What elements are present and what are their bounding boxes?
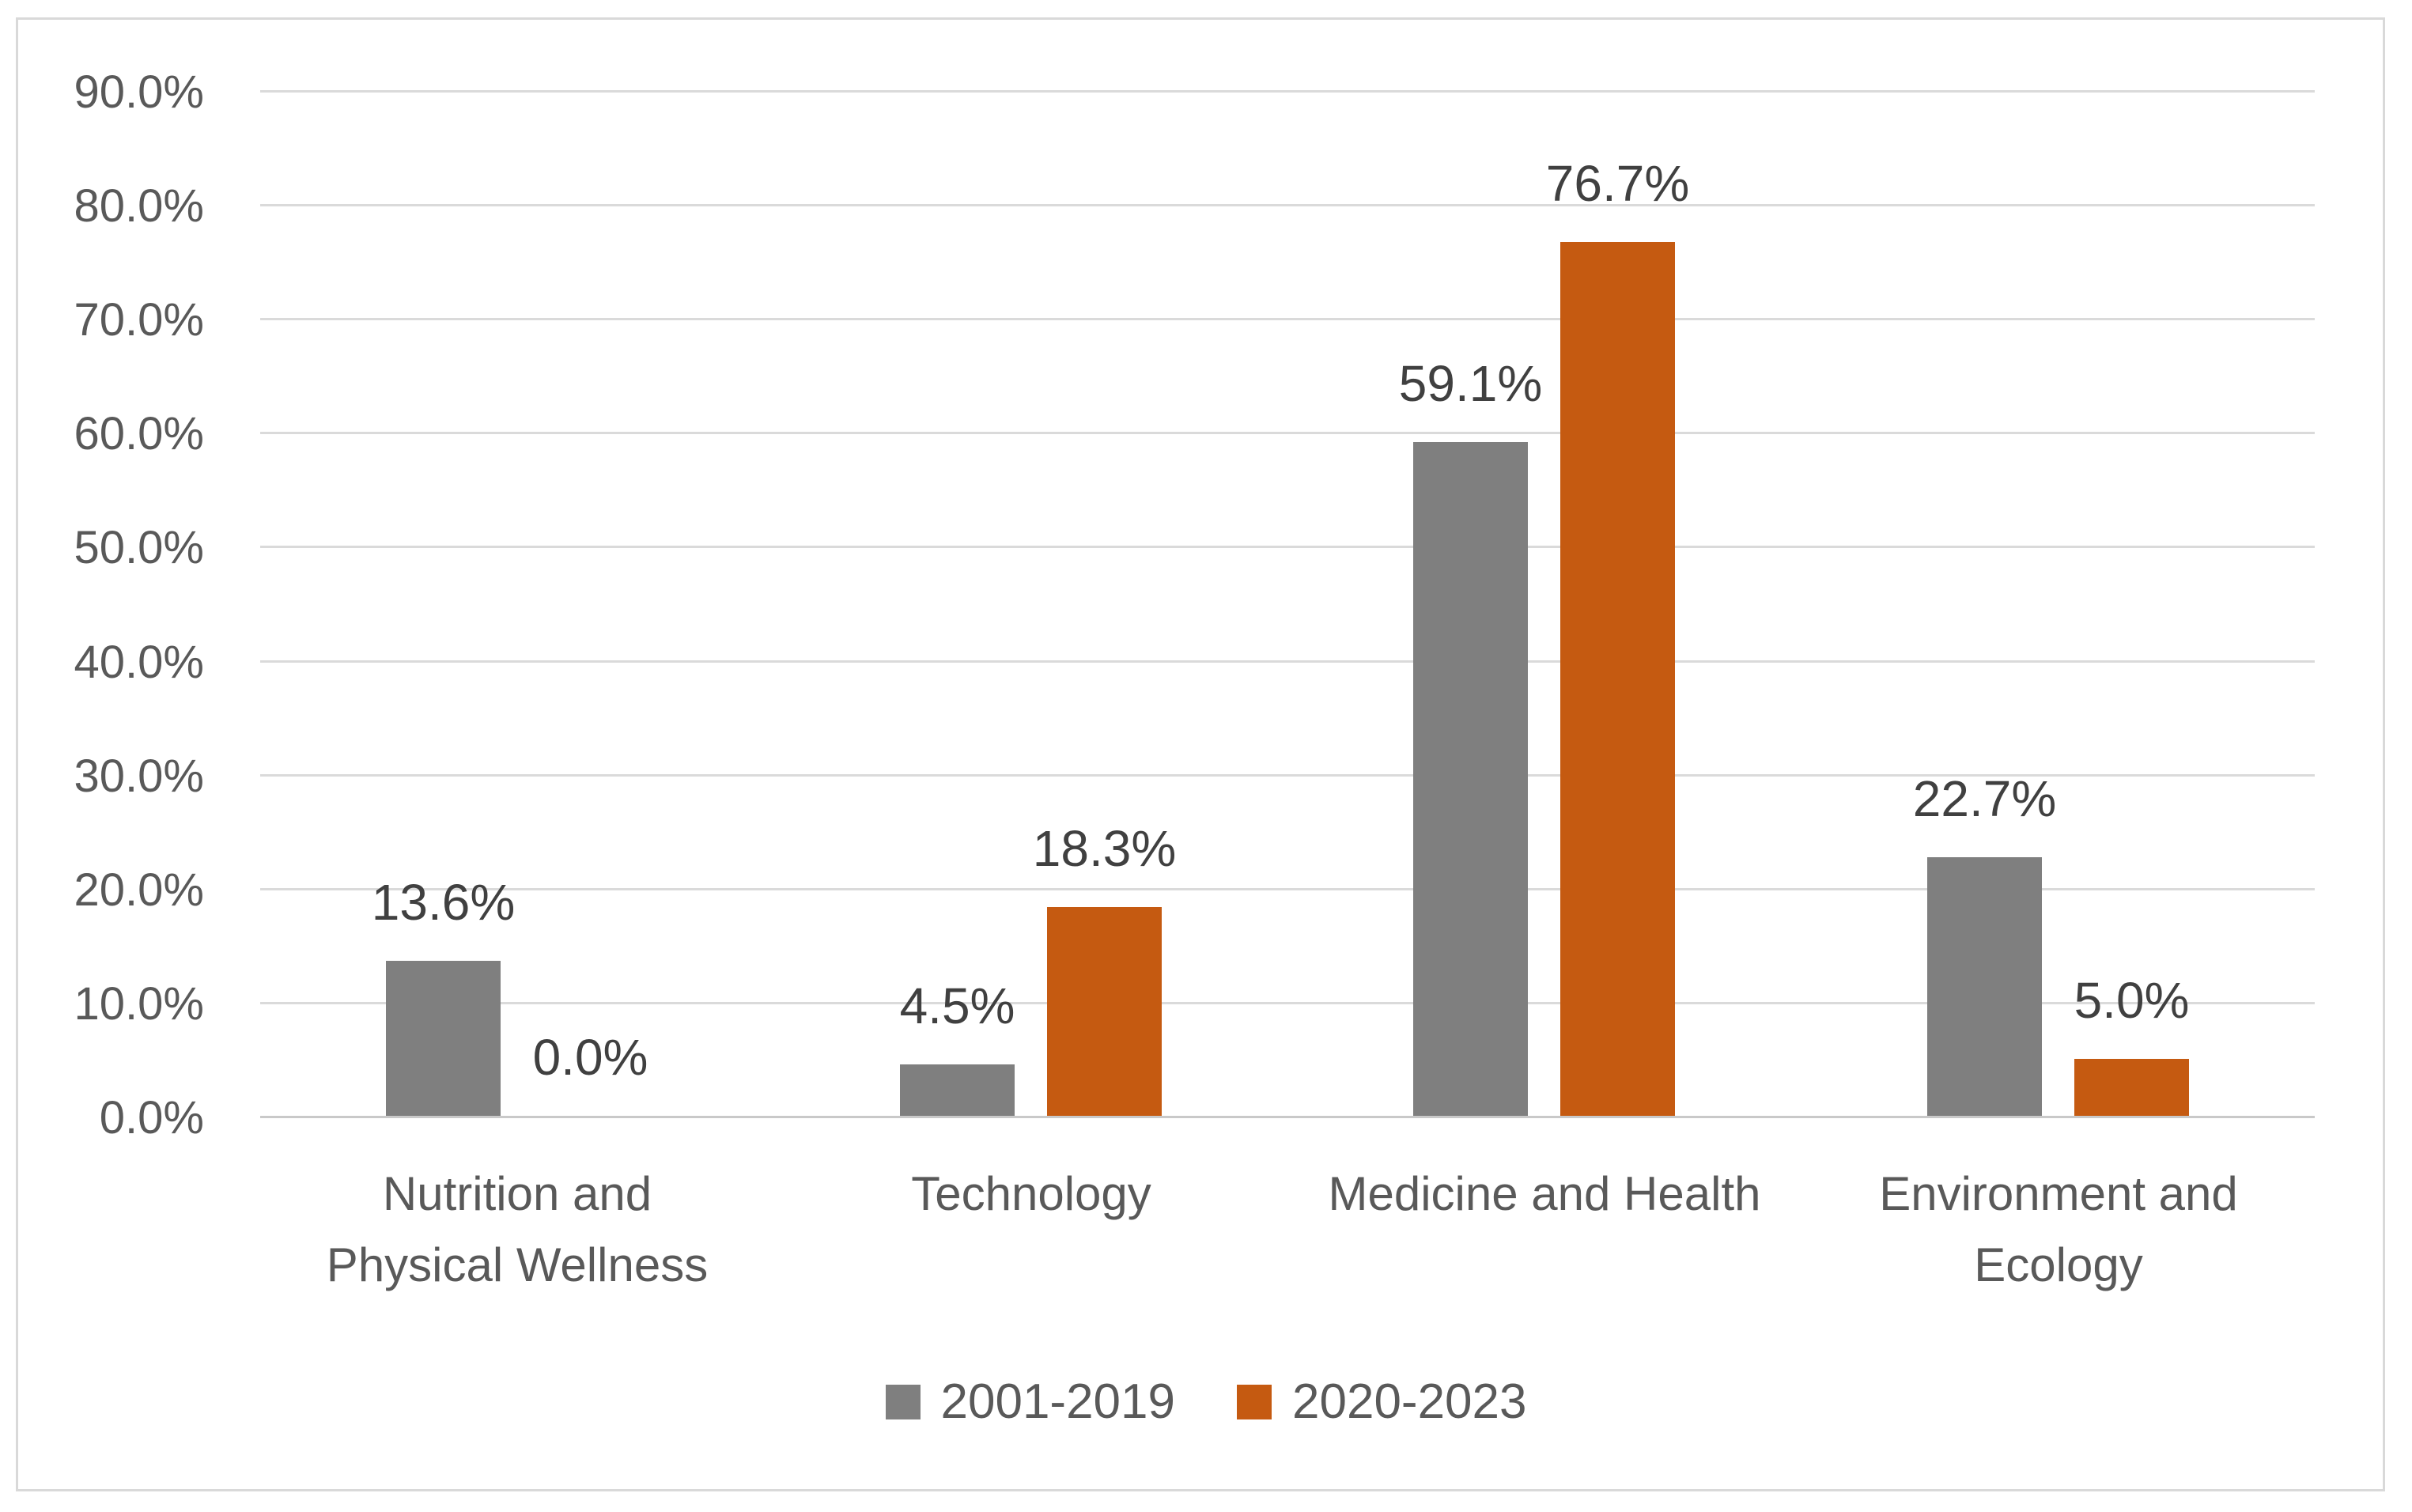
category-label: Environment and Ecology (1801, 1159, 2316, 1301)
y-axis-tick-label: 90.0% (74, 66, 204, 118)
data-label: 59.1% (1398, 355, 1543, 412)
data-label: 13.6% (371, 874, 516, 931)
y-axis-tick-label: 50.0% (74, 522, 204, 573)
gridline (260, 774, 2315, 777)
chart-frame (16, 17, 2385, 1491)
y-axis-tick-label: 70.0% (74, 294, 204, 346)
data-label: 18.3% (1032, 820, 1177, 877)
legend-item: 2020-2023 (1237, 1378, 1527, 1427)
bar-series0-cat0 (386, 961, 501, 1116)
data-label: 76.7% (1545, 155, 1690, 212)
x-axis-line (260, 1116, 2315, 1118)
data-label: 5.0% (2074, 972, 2190, 1029)
gridline (260, 318, 2315, 320)
y-axis-tick-label: 80.0% (74, 180, 204, 232)
gridline (260, 90, 2315, 93)
bar-series1-cat1 (1047, 907, 1162, 1116)
category-label-line: Environment and (1879, 1167, 2238, 1220)
gridline (260, 1002, 2315, 1004)
gridline (260, 888, 2315, 890)
bar-series1-cat3 (2074, 1059, 2189, 1116)
category-label: Technology (774, 1159, 1288, 1230)
y-axis-tick-label: 30.0% (74, 750, 204, 802)
bar-series1-cat2 (1560, 242, 1675, 1116)
y-axis-tick-label: 60.0% (74, 408, 204, 459)
data-label: 4.5% (899, 977, 1015, 1034)
legend-label: 2001-2019 (940, 1374, 1176, 1429)
y-axis-tick-label: 0.0% (99, 1092, 204, 1143)
category-label: Medicine and Health (1287, 1159, 1801, 1230)
data-label: 0.0% (532, 1029, 648, 1086)
legend-item: 2001-2019 (885, 1374, 1176, 1429)
category-label-line: Nutrition and (382, 1167, 652, 1220)
y-axis-tick-label: 40.0% (74, 637, 204, 688)
gridline (260, 546, 2315, 548)
category-label-line: Medicine and Health (1328, 1167, 1761, 1220)
category-label: Nutrition and Physical Wellness (260, 1159, 774, 1301)
category-label-line: Physical Wellness (326, 1238, 709, 1291)
y-axis-tick-label: 10.0% (74, 978, 204, 1030)
legend-swatch-2001-2019 (885, 1385, 921, 1419)
gridline (260, 660, 2315, 663)
bar-series0-cat3 (1927, 857, 2042, 1116)
data-label: 22.7% (1912, 770, 2057, 827)
y-axis-tick-label: 20.0% (74, 864, 204, 916)
legend-swatch-2020-2023 (1237, 1385, 1272, 1419)
category-label-line: Ecology (1974, 1238, 2143, 1291)
bar-series0-cat2 (1413, 442, 1528, 1116)
legend-label: 2020-2023 (1292, 1374, 1527, 1429)
gridline (260, 432, 2315, 434)
gridline (260, 204, 2315, 206)
bar-series0-cat1 (900, 1064, 1015, 1116)
category-label-line: Technology (911, 1167, 1151, 1220)
legend: 2001-2019 2020-2023 (0, 1374, 2412, 1430)
